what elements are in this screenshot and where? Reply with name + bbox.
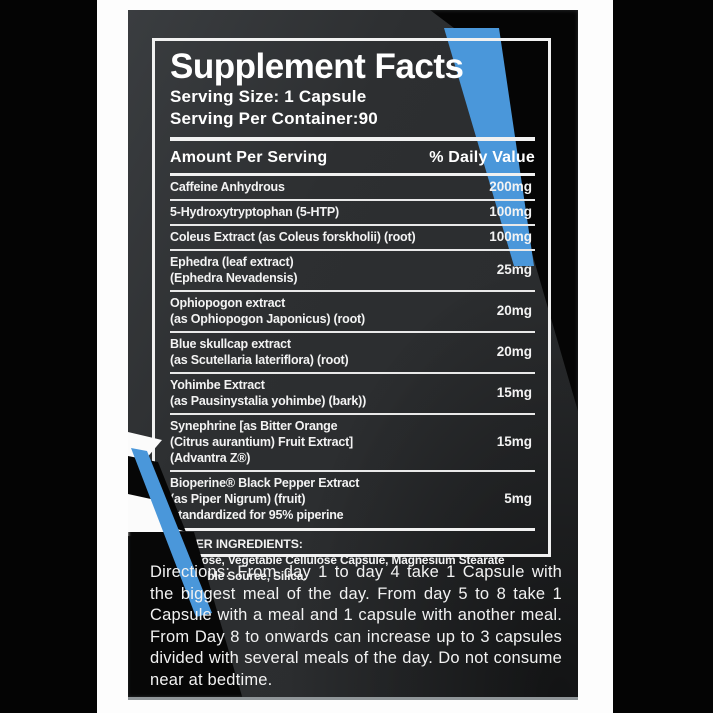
label-panel: Supplement Facts Serving Size: 1 Capsule… — [128, 10, 578, 700]
directions-text: Directions: From day 1 to day 4 take 1 C… — [150, 563, 562, 689]
other-ingredients-line: Cellulose, Vegetable Cellulose Capsule, … — [170, 552, 505, 567]
ingredient-row: Yohimbe Extract (as Pausinystalia yohimbe… — [170, 371, 535, 413]
ingredient-row: Caffeine Anhydrous 200mg — [170, 176, 535, 199]
ingredient-row: Synephrine [as Bitter Orange (Citrus aura… — [170, 412, 535, 470]
ingredient-name: Ephedra (leaf extract) (Ephedra Nevadensi… — [170, 254, 298, 285]
ingredient-name: Caffeine Anhydrous — [170, 179, 285, 194]
ingredient-name: Bioperine® Black Pepper Extract (as Piper… — [170, 475, 360, 522]
serving-size: Serving Size: 1 Capsule — [170, 87, 367, 107]
ingredient-row: Ophiopogon extract (as Ophiopogon Japonic… — [170, 289, 535, 331]
ingredient-amount: 20mg — [496, 303, 532, 319]
ingredient-name: Coleus Extract (as Coleus forskholii) (r… — [170, 229, 416, 244]
ingredient-amount: 15mg — [496, 434, 532, 450]
ingredient-amount: 25mg — [496, 262, 532, 278]
ingredient-name: Blue skullcap extract (as Scutellaria lat… — [170, 336, 349, 367]
divider-thick — [170, 136, 535, 141]
supplement-facts-title: Supplement Facts — [170, 47, 464, 86]
left-black-column — [0, 0, 97, 713]
ingredient-amount: 20mg — [496, 344, 532, 360]
ingredient-row: Blue skullcap extract (as Scutellaria lat… — [170, 330, 535, 372]
ingredient-name: 5-Hydroxytryptophan (5-HTP) — [170, 204, 339, 219]
ingredient-amount: 100mg — [489, 204, 532, 220]
ingredient-name: Yohimbe Extract (as Pausinystalia yohimbe… — [170, 377, 367, 408]
amount-per-serving-header: Amount Per Serving — [170, 148, 328, 166]
ingredient-name: Ophiopogon extract (as Ophiopogon Japonic… — [170, 295, 365, 326]
ingredient-amount: 100mg — [489, 229, 532, 245]
ingredient-amount: 15mg — [496, 385, 532, 401]
daily-value-header: % Daily Value — [429, 148, 535, 166]
table-header-row: Amount Per Serving % Daily Value — [170, 145, 535, 171]
ingredient-row: 5-Hydroxytryptophan (5-HTP) 100mg — [170, 198, 535, 224]
right-black-column — [613, 0, 713, 713]
supplement-facts-box: Supplement Facts Serving Size: 1 Capsule… — [152, 38, 551, 583]
servings-per-container: Serving Per Container:90 — [170, 109, 378, 129]
divider-medium — [170, 172, 535, 176]
other-ingredients-label: OTHER INGREDIENTS: — [170, 536, 303, 551]
ingredient-amount: 200mg — [489, 179, 532, 195]
ingredient-row: Coleus Extract (as Coleus forskholii) (r… — [170, 223, 535, 249]
ingredient-row: Ephedra (leaf extract) (Ephedra Nevadensi… — [170, 248, 535, 290]
ingredients-table: Caffeine Anhydrous 200mg 5-Hydroxytryptoph… — [170, 176, 535, 527]
ingredient-row: Bioperine® Black Pepper Extract (as Piper… — [170, 469, 535, 527]
ingredient-amount: 5mg — [504, 491, 532, 507]
ingredient-name: Synephrine [as Bitter Orange (Citrus aura… — [170, 418, 353, 465]
